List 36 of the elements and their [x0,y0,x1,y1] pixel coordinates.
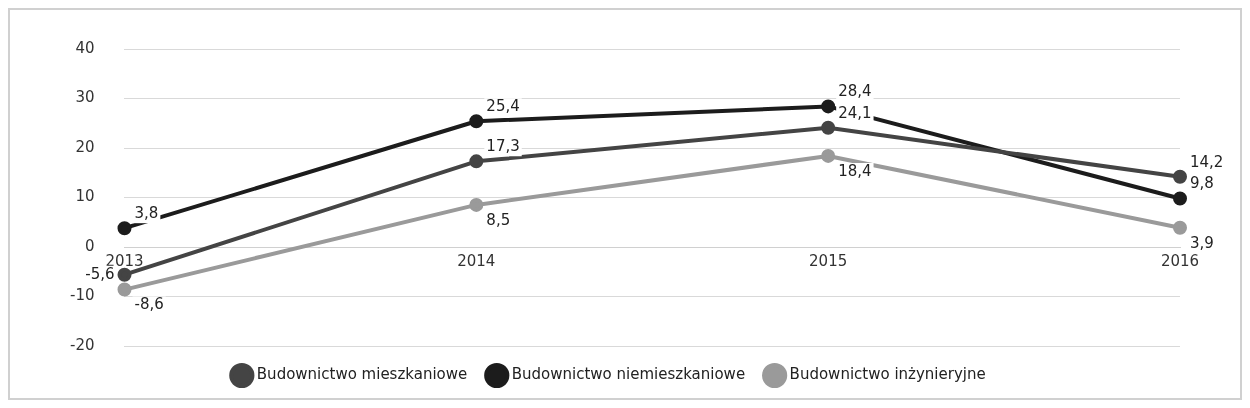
data-label: 25,4 [486,97,520,116]
point [469,114,484,129]
data-label: 18,4 [838,161,872,180]
y-tick-label: 40 [75,38,95,57]
y-tick-label: 10 [75,187,95,206]
y-tick-label: -20 [70,335,95,354]
y-tick-label: 30 [75,88,95,107]
data-label: 24,1 [838,103,872,122]
point [117,267,132,282]
data-label: 14,2 [1190,152,1224,171]
data-label: 8,5 [486,210,511,229]
point [821,99,836,114]
data-label: -8,6 [134,295,164,314]
point [1173,169,1187,184]
y-tick-label: 20 [75,137,95,156]
point [1173,220,1187,235]
x-tick-label: 2015 [809,251,848,270]
point [1173,191,1187,206]
data-label: 3,9 [1190,233,1214,252]
legend-label: Budownictwo mieszkaniowe [256,365,468,384]
x-tick-label: 2014 [457,251,496,270]
y-tick-label: 0 [84,236,95,255]
data-label: 3,8 [134,204,159,223]
data-label: 28,4 [838,82,872,101]
data-label: 9,8 [1190,174,1214,193]
point [117,221,132,236]
legend-label: Budownictwo niemieszkaniowe [511,365,746,384]
point [821,148,836,163]
x-tick-label: 2016 [1160,251,1200,270]
point [469,154,484,169]
point [821,120,836,135]
point [469,197,484,212]
point [117,282,132,297]
legend-label: Budownictwo inżynieryjne [789,365,986,384]
data-label: 17,3 [486,137,520,156]
y-tick-label: -10 [70,286,95,305]
